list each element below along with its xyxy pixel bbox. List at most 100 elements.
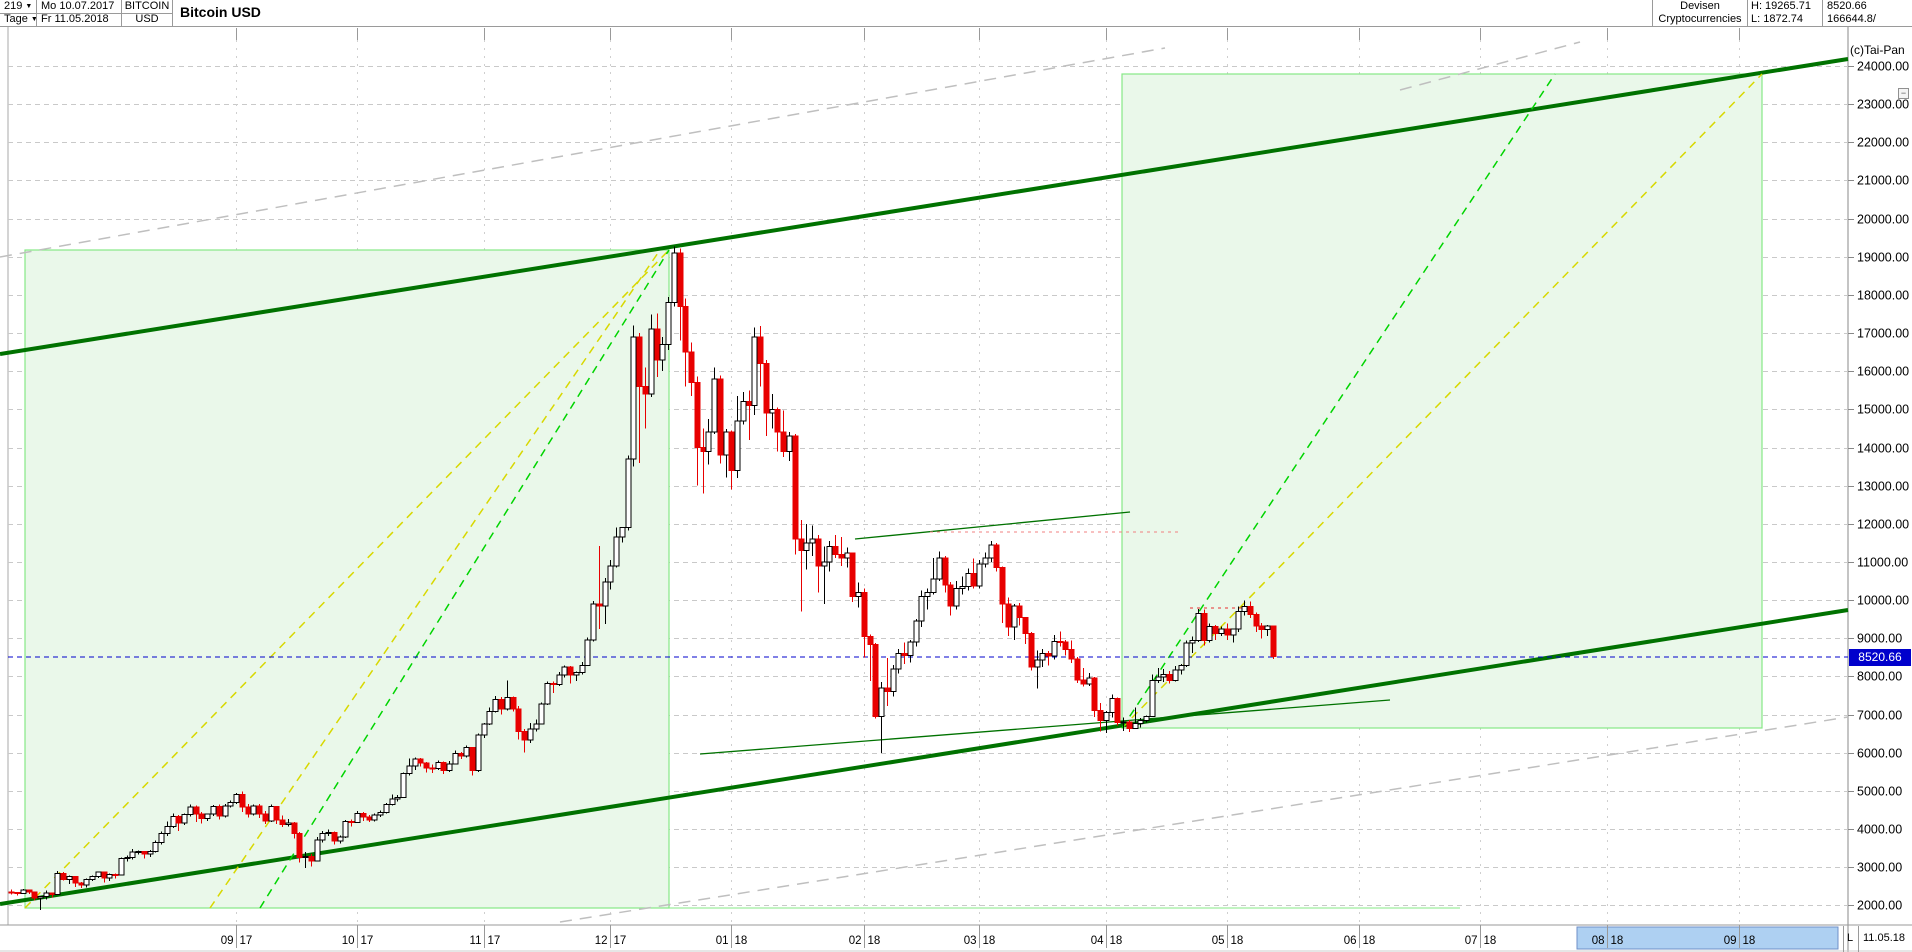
gray-parallel-upper[interactable] [0,47,1166,258]
candle[interactable] [54,872,61,896]
candle[interactable] [872,644,879,717]
candle[interactable] [118,857,125,876]
candle[interactable] [567,666,574,676]
box2-yellow-diagonal[interactable] [1121,73,1763,729]
candle[interactable] [705,431,712,452]
candle[interactable] [193,806,200,815]
candle[interactable] [135,851,142,854]
candle[interactable] [1051,640,1058,657]
candle[interactable] [918,595,925,622]
candle[interactable] [216,805,223,817]
candle[interactable] [1132,722,1139,730]
candle[interactable] [959,586,966,590]
candle[interactable] [1086,677,1093,685]
candle[interactable] [377,812,384,816]
candle[interactable] [1230,628,1237,636]
candle[interactable] [1068,648,1075,660]
candle[interactable] [285,822,292,825]
candle[interactable] [342,820,349,838]
candle[interactable] [1195,612,1202,642]
candle[interactable] [279,819,286,825]
candle[interactable] [982,557,989,565]
candle[interactable] [222,805,229,817]
candle[interactable] [510,696,517,710]
candle[interactable] [723,431,730,456]
candle[interactable] [999,567,1006,605]
candle[interactable] [590,603,597,641]
candle[interactable] [942,557,949,586]
candle[interactable] [245,806,252,815]
candle[interactable] [101,871,108,879]
candle[interactable] [296,833,303,859]
candle[interactable] [659,343,666,361]
channel-lower[interactable] [0,608,1849,906]
candle[interactable] [412,758,419,767]
candle[interactable] [463,747,470,757]
candle[interactable] [95,871,102,878]
candle[interactable] [746,401,753,407]
candle[interactable] [636,336,643,387]
candle[interactable] [1097,710,1104,721]
candle[interactable] [930,578,937,593]
candle[interactable] [366,816,373,821]
candle[interactable] [861,591,868,637]
candle[interactable] [72,876,79,884]
start-date[interactable]: Mo 10.07.2017 [41,0,115,12]
candle[interactable] [1062,641,1069,650]
candle[interactable] [66,876,73,881]
candle[interactable] [458,752,465,757]
candle[interactable] [141,851,148,855]
candle[interactable] [78,882,85,886]
candle[interactable] [1016,605,1023,619]
candle[interactable] [671,252,678,304]
candle[interactable] [573,672,580,676]
candle[interactable] [1264,625,1271,630]
candle[interactable] [423,762,430,769]
candle[interactable] [1218,628,1225,635]
candle[interactable] [579,664,586,674]
candle[interactable] [429,767,436,770]
gray-parallel-lower[interactable] [559,716,1849,923]
candle[interactable] [37,896,44,899]
candle[interactable] [988,544,995,559]
candle[interactable] [694,382,701,448]
candle[interactable] [838,553,845,559]
candle[interactable] [717,378,724,456]
candle[interactable] [544,682,551,705]
candle[interactable] [400,773,407,798]
candle[interactable] [354,813,361,824]
candle[interactable] [665,302,672,345]
candle[interactable] [291,822,298,835]
candle[interactable] [14,892,21,895]
candle[interactable] [515,708,522,732]
candle[interactable] [8,891,15,894]
candle[interactable] [83,879,90,886]
candle[interactable] [452,752,459,765]
candle[interactable] [268,805,275,822]
gray-segment-topright[interactable] [1399,41,1581,91]
candle[interactable] [20,889,27,894]
candle[interactable] [481,723,488,736]
candle[interactable] [826,546,833,563]
candle[interactable] [406,765,413,775]
candle[interactable] [152,841,159,853]
candle[interactable] [832,546,839,555]
candle[interactable] [602,581,609,607]
candle[interactable] [26,889,33,893]
candle[interactable] [486,710,493,725]
candle[interactable] [786,435,793,452]
candle[interactable] [867,635,874,646]
candle[interactable] [239,794,246,808]
candle[interactable] [970,572,977,587]
candle[interactable] [936,557,943,580]
box1-green-ray[interactable] [259,249,670,909]
candle[interactable] [924,591,931,597]
candle[interactable] [325,831,332,835]
rally-2017-target-box[interactable] [24,249,670,909]
candle[interactable] [556,674,563,685]
candle[interactable] [884,687,891,693]
timeframe-dropdown[interactable]: Tage ▼ [4,13,38,26]
candle[interactable] [774,408,781,433]
candle[interactable] [1045,653,1052,657]
candle[interactable] [1034,659,1041,668]
